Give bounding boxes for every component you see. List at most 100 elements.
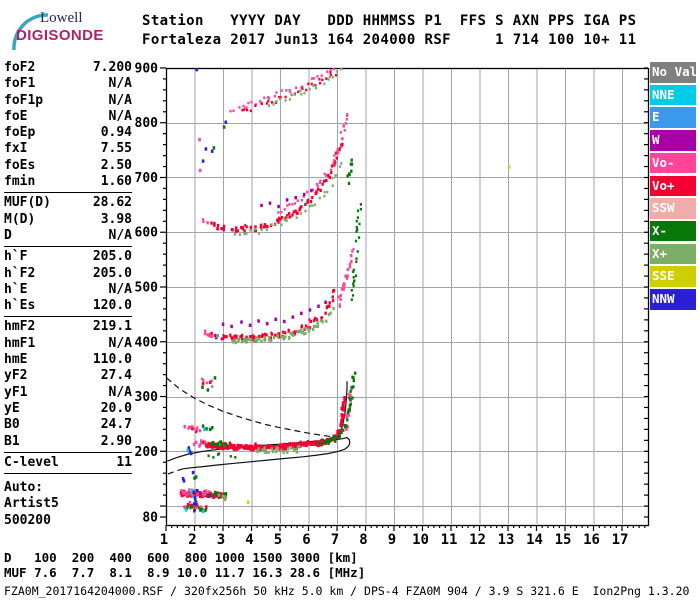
parameter-row: B0 24.7 <box>4 417 132 433</box>
trace-noise-high-blue <box>195 68 228 163</box>
trace-noise-240-red <box>191 427 198 434</box>
parameter-value: N/A <box>108 227 132 243</box>
autoscaling-line: Auto: <box>4 480 44 496</box>
group-divider <box>4 316 132 318</box>
parameter-row: foE N/A <box>4 109 132 125</box>
parameter-row: hmF1 N/A <box>4 336 132 352</box>
muf-row: MUF 7.6 7.7 8.1 8.9 10.0 11.7 16.3 28.6 … <box>4 564 366 580</box>
parameter-row: yE 20.0 <box>4 401 132 417</box>
parameter-value: N/A <box>108 384 132 400</box>
y-tick-label: 300 <box>135 390 159 405</box>
parameter-value: 0.94 <box>100 125 132 141</box>
trace-F2-rise-pink <box>337 247 355 308</box>
trace-noise-low-blue <box>181 470 195 483</box>
parameter-value: 110.0 <box>92 352 132 368</box>
parameter-value: N/A <box>108 92 132 108</box>
y-tick-label: 800 <box>135 116 159 131</box>
plot-border <box>165 67 650 527</box>
trace-trace-start-blue <box>187 446 193 456</box>
parameter-label: foF1 <box>4 76 36 92</box>
x-tick-label: 16 <box>583 532 600 548</box>
trace-noise-325-red <box>201 380 212 386</box>
legend-label: NNE <box>652 86 675 102</box>
trace-F1-rise-green <box>317 371 357 446</box>
trace-F4-red <box>241 71 338 113</box>
y-tick-label: 900 <box>135 61 159 76</box>
legend-label: SSE <box>652 268 675 284</box>
parameter-row: foEp 0.94 <box>4 125 132 141</box>
parameter-row: yF1 N/A <box>4 385 132 401</box>
parameter-row: D N/A <box>4 228 132 244</box>
trace-F4-pink <box>229 68 335 113</box>
x-tick-label: 13 <box>498 532 515 548</box>
parameter-label: M(D) <box>4 211 36 227</box>
parameter-label: h`F <box>4 249 28 265</box>
trace-Es1-purple <box>198 491 210 498</box>
trace-F3-x-lightgreen <box>233 162 343 236</box>
parameter-value: N/A <box>108 108 132 124</box>
x-tick-label: 3 <box>217 532 225 548</box>
distance-row: D 100 200 400 600 800 1000 1500 3000 [km… <box>4 550 358 565</box>
echo-traces <box>179 68 511 514</box>
y-tick-label: 500 <box>135 281 159 296</box>
y-tick-label: 80 <box>142 511 158 526</box>
legend-item: E <box>650 107 696 128</box>
trace-Es1-blue <box>192 489 199 500</box>
parameter-row: fxI 7.55 <box>4 141 132 157</box>
legend-item: X- <box>650 220 696 242</box>
y-tick-label: 700 <box>135 171 159 186</box>
parameters-panel: foF2 7.200 foF1 N/A foF1p N/A foE N/A foEp 0.94 fx… <box>4 60 132 529</box>
trace-F2-rise-green <box>350 203 362 301</box>
legend-label: No Val <box>652 64 696 79</box>
x-axis-labels: 1 2 3 4 5 6 7 8 9 10 11 12 13 14 15 16 17 <box>160 532 629 548</box>
x-tick-label: 4 <box>245 532 253 548</box>
x-tick-label: 15 <box>555 532 572 548</box>
group-divider <box>4 451 132 453</box>
trace-F2-O <box>208 288 336 343</box>
x-tick-label: 5 <box>274 532 282 548</box>
logo-arc-icon <box>12 13 49 51</box>
trace-F2-cyan-speck <box>216 334 219 338</box>
x-tick-label: 8 <box>359 532 367 548</box>
logo-digisonde-text: DIGISONDE <box>16 27 104 44</box>
parameter-row: yF2 27.4 <box>4 368 132 384</box>
legend-item: SSW <box>650 198 696 219</box>
parameter-label: hmF2 <box>4 319 36 335</box>
y-axis-labels: 80 200 300 400 500 600 700 800 900 <box>135 61 159 525</box>
x-tick-label: 17 <box>612 532 629 548</box>
legend-label: Vo+ <box>652 177 675 193</box>
x-tick-label: 12 <box>469 532 486 548</box>
legend-label: Vo- <box>652 154 675 170</box>
parameter-value: 1.60 <box>100 174 132 190</box>
trace-F2-x-lightgreen <box>231 307 335 345</box>
parameter-row: B1 2.90 <box>4 434 132 450</box>
grid <box>167 69 647 524</box>
curve-true-height-profile <box>205 381 348 449</box>
parameter-value: 28.62 <box>92 195 132 211</box>
trace-trace-start-cyan <box>186 449 189 453</box>
parameter-label: foEs <box>4 157 36 173</box>
legend-label: W <box>652 132 660 148</box>
parameter-row: fmin 1.60 <box>4 174 132 190</box>
legend-label: NNW <box>652 291 675 306</box>
parameter-value: 205.0 <box>92 249 132 265</box>
station-header: Station YYYY DAY DDD HHMMSS P1 FFS S AXN… <box>142 12 636 50</box>
parameter-label: h`Es <box>4 298 36 314</box>
parameter-value: 120.0 <box>92 298 132 314</box>
group-divider <box>4 192 132 194</box>
y-tick-label: 600 <box>135 226 159 241</box>
parameter-label: foE <box>4 108 28 124</box>
parameter-row: h`F 205.0 <box>4 249 132 265</box>
parameter-value: 2.90 <box>100 433 132 449</box>
trace-F3-rise-green <box>346 158 354 185</box>
header-line1: Station YYYY DAY DDD HHMMSS P1 FFS S AXN… <box>142 13 637 29</box>
parameter-value: N/A <box>108 281 132 297</box>
trace-F1-x-lightgreen <box>256 445 301 454</box>
trace-F3-upper-pink <box>277 113 349 214</box>
overlay-curves <box>166 377 351 476</box>
trace-noise-high-green <box>212 125 226 150</box>
parameter-label: foF2 <box>4 60 36 75</box>
parameter-row: MUF(D) 28.62 <box>4 195 132 211</box>
parameter-row: hmE 110.0 <box>4 352 132 368</box>
parameter-value: 27.4 <box>100 368 132 384</box>
